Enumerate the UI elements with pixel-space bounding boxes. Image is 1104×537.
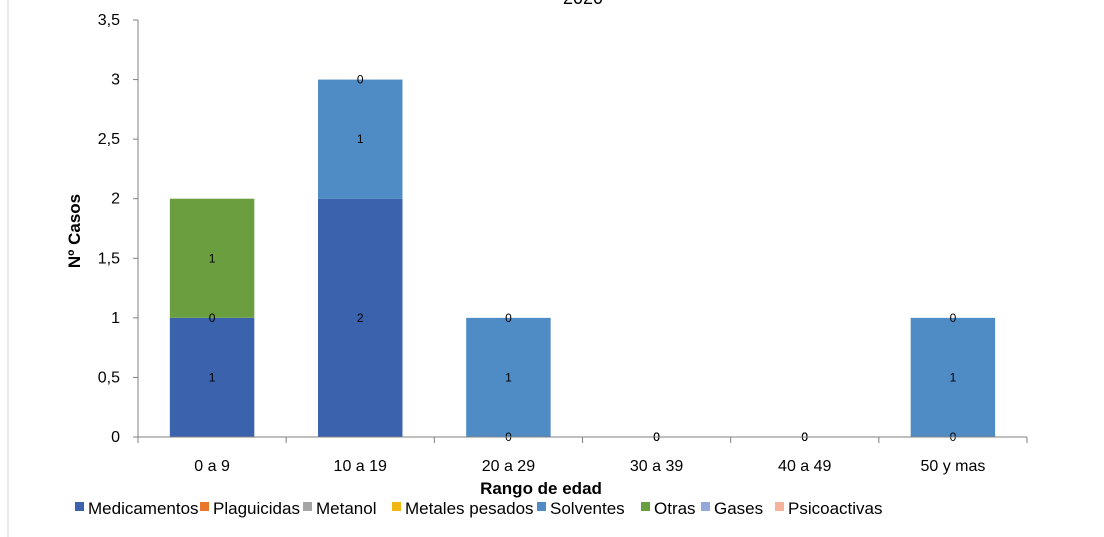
data-label: 0 [209,311,216,325]
chart-title: 2020 [563,0,603,8]
x-tick-label: 30 a 39 [630,458,683,475]
legend-label: Gases [714,499,763,518]
bar-segment [318,198,403,437]
bar-segment [318,79,403,199]
bar-segment [910,317,996,437]
legend-swatch [537,502,546,511]
bar-segment [169,198,255,318]
y-tick-label: 3 [111,72,120,89]
legend-swatch [303,502,312,511]
x-tick-label: 40 a 49 [778,458,831,475]
y-axis-title: Nº Casos [65,194,84,268]
bars-layer [169,79,996,437]
x-axis-title: Rango de edad [480,479,602,498]
data-label: 1 [209,370,216,384]
x-tick-label: 20 a 29 [482,458,535,475]
data-label: 0 [950,311,957,325]
x-tick-label: 50 y mas [920,458,985,475]
y-tick-label: 1 [111,310,120,327]
y-tick-label: 1,5 [98,250,120,267]
data-label: 0 [357,73,364,87]
y-tick-label: 0 [111,429,120,446]
legend-label: Plaguicidas [213,499,300,518]
legend-label: Psicoactivas [788,499,882,518]
axes-layer: 0 0,5 1 1,5 2 2,5 3 3,5 0 a 9 10 a 19 20 a 29 30 a … [98,12,1028,475]
data-label: 1 [357,132,364,146]
legend-swatch [392,502,401,511]
data-label: 1 [505,370,512,384]
legend-swatch [775,502,784,511]
y-tick-label: 2,5 [98,131,120,148]
legend-swatch [200,502,209,511]
bar-segment [466,317,551,437]
y-tick-label: 3,5 [98,12,120,29]
legend-label: Solventes [550,499,625,518]
legend-swatch [701,502,710,511]
data-label: 1 [950,370,957,384]
legend-label: Metales pesados [405,499,534,518]
legend: Medicamentos Plaguicidas Metanol Metales pe… [75,499,882,518]
y-tick-label: 0,5 [98,369,120,386]
x-tick-label: 10 a 19 [334,458,387,475]
legend-label: Metanol [316,499,376,518]
y-tick-label: 2 [111,191,120,208]
legend-swatch [641,502,650,511]
data-label: 0 [505,311,512,325]
legend-swatch [75,502,84,511]
data-label: 2 [357,311,364,325]
bar-segment [169,317,255,437]
x-tick-label: 0 a 9 [194,458,230,475]
legend-label: Medicamentos [88,499,199,518]
legend-label: Otras [654,499,696,518]
data-label: 1 [209,251,216,265]
